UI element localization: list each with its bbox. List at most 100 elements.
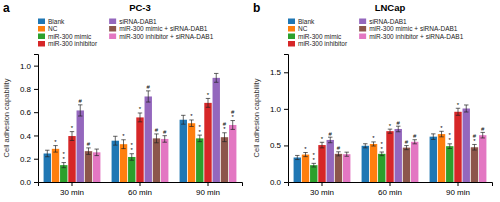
legend-item: siRNA-DAB1 (359, 18, 407, 25)
error-bar (130, 154, 134, 161)
legend-label: Blank (48, 18, 65, 25)
error-bar (303, 153, 307, 157)
error-bar (70, 132, 74, 141)
error-bar (404, 146, 408, 150)
tick-label: 0.6 (20, 108, 32, 117)
error-bar (189, 120, 193, 127)
error-bar (206, 98, 210, 107)
bar (68, 136, 75, 182)
legend-label: Blank (298, 18, 315, 25)
chart-root: ************####*##*#0.00.20.40.60.81.03… (0, 0, 500, 202)
annotation: # (397, 120, 401, 126)
bar (77, 110, 84, 182)
bar (180, 120, 187, 182)
bar (343, 154, 350, 182)
bar (196, 138, 203, 182)
bar (204, 103, 211, 182)
tick-label: 0.5 (270, 141, 282, 150)
error-bar (214, 73, 218, 82)
error-bar (230, 121, 234, 130)
tick-label: 30 min (60, 188, 84, 197)
legend-swatch (109, 26, 116, 32)
panel: ************####*###0.00.51.01.530 min60… (252, 1, 493, 197)
tick-mark (34, 66, 38, 67)
annotation: # (147, 84, 151, 90)
legend-label: miR-300 mimic + siRNA-DAB1 (119, 25, 208, 32)
annotation: * (321, 136, 324, 142)
annotation: * (381, 141, 384, 147)
bar (335, 154, 342, 182)
legend-item: miR-300 mimic (288, 33, 342, 40)
bar (112, 141, 119, 182)
error-bar (86, 148, 90, 155)
tick: 0.5 (270, 141, 288, 150)
bar (145, 96, 152, 182)
plot-area: ************####*##*#0.00.20.40.60.81.03… (20, 55, 243, 197)
error-bar (154, 134, 158, 143)
tick-mark (284, 72, 288, 73)
legend-item: Blank (38, 18, 65, 25)
error-bar (344, 152, 348, 156)
error-bar (45, 150, 49, 157)
tick-label: 0.2 (20, 155, 32, 164)
error-bar (448, 144, 452, 149)
tick-mark (284, 182, 288, 183)
error-bar (456, 108, 460, 115)
bar (120, 144, 127, 182)
annotation: # (337, 145, 341, 151)
legend: BlankNCmiR-300 mimicmiR-300 inhibitorsiR… (38, 18, 214, 48)
legend-label: miR-300 inhibitor (48, 40, 98, 47)
annotation: * (63, 151, 66, 157)
tick-mark (284, 145, 288, 146)
axis-line (284, 55, 289, 183)
error-bar (113, 136, 117, 145)
tick-label: 60 min (128, 188, 152, 197)
legend-swatch (38, 19, 45, 25)
tick: 60 min (378, 182, 402, 197)
bar (438, 134, 445, 182)
annotation: # (87, 141, 91, 147)
bar (153, 138, 160, 182)
legend-swatch (109, 19, 116, 25)
bar (229, 125, 236, 182)
panel: ************####*##*#0.00.20.40.60.81.03… (2, 1, 243, 197)
tick-label: 60 min (378, 188, 402, 197)
legend-swatch (288, 34, 295, 40)
legend-label: miR-300 inhibitor (298, 40, 348, 47)
y-axis: 0.00.51.01.5 (270, 55, 289, 188)
annotation: * (457, 102, 460, 108)
legend-item: miR-300 inhibitor (288, 40, 348, 47)
bar (446, 146, 453, 182)
tick: 0.0 (270, 178, 288, 187)
tick-label: 90 min (196, 188, 220, 197)
annotation: * (304, 146, 307, 152)
annotation: # (413, 133, 417, 139)
tick: 0.8 (20, 85, 38, 94)
annotations: ************####*### (304, 102, 485, 163)
tick-mark (34, 112, 38, 113)
title: LNCap (375, 2, 406, 13)
tick-mark (284, 109, 288, 110)
legend-item: miR-300 inhibitor + siRNA-DAB1 (359, 33, 463, 40)
tick: 0.6 (20, 108, 38, 117)
annotation: * (389, 123, 392, 129)
legend-swatch (359, 19, 366, 25)
annotation: # (481, 126, 485, 132)
bar (85, 151, 92, 182)
annotation: * (440, 125, 443, 131)
error-bar (363, 144, 367, 148)
legend-label: NC (48, 25, 58, 32)
legend-label: siRNA-DAB1 (369, 18, 407, 25)
annotation: # (163, 129, 167, 135)
y-axis-label: Cell adhesion capability (2, 78, 11, 157)
legend-item: Blank (288, 18, 315, 25)
error-bar (439, 131, 443, 137)
bar (395, 129, 402, 182)
legend-item: miR-300 inhibitor (38, 40, 98, 47)
error-bar (53, 146, 57, 153)
legend-item: miR-300 mimic (38, 33, 92, 40)
legend-swatch (288, 41, 295, 47)
annotation: # (231, 109, 235, 115)
legend-swatch (288, 26, 295, 32)
bar (44, 153, 51, 182)
